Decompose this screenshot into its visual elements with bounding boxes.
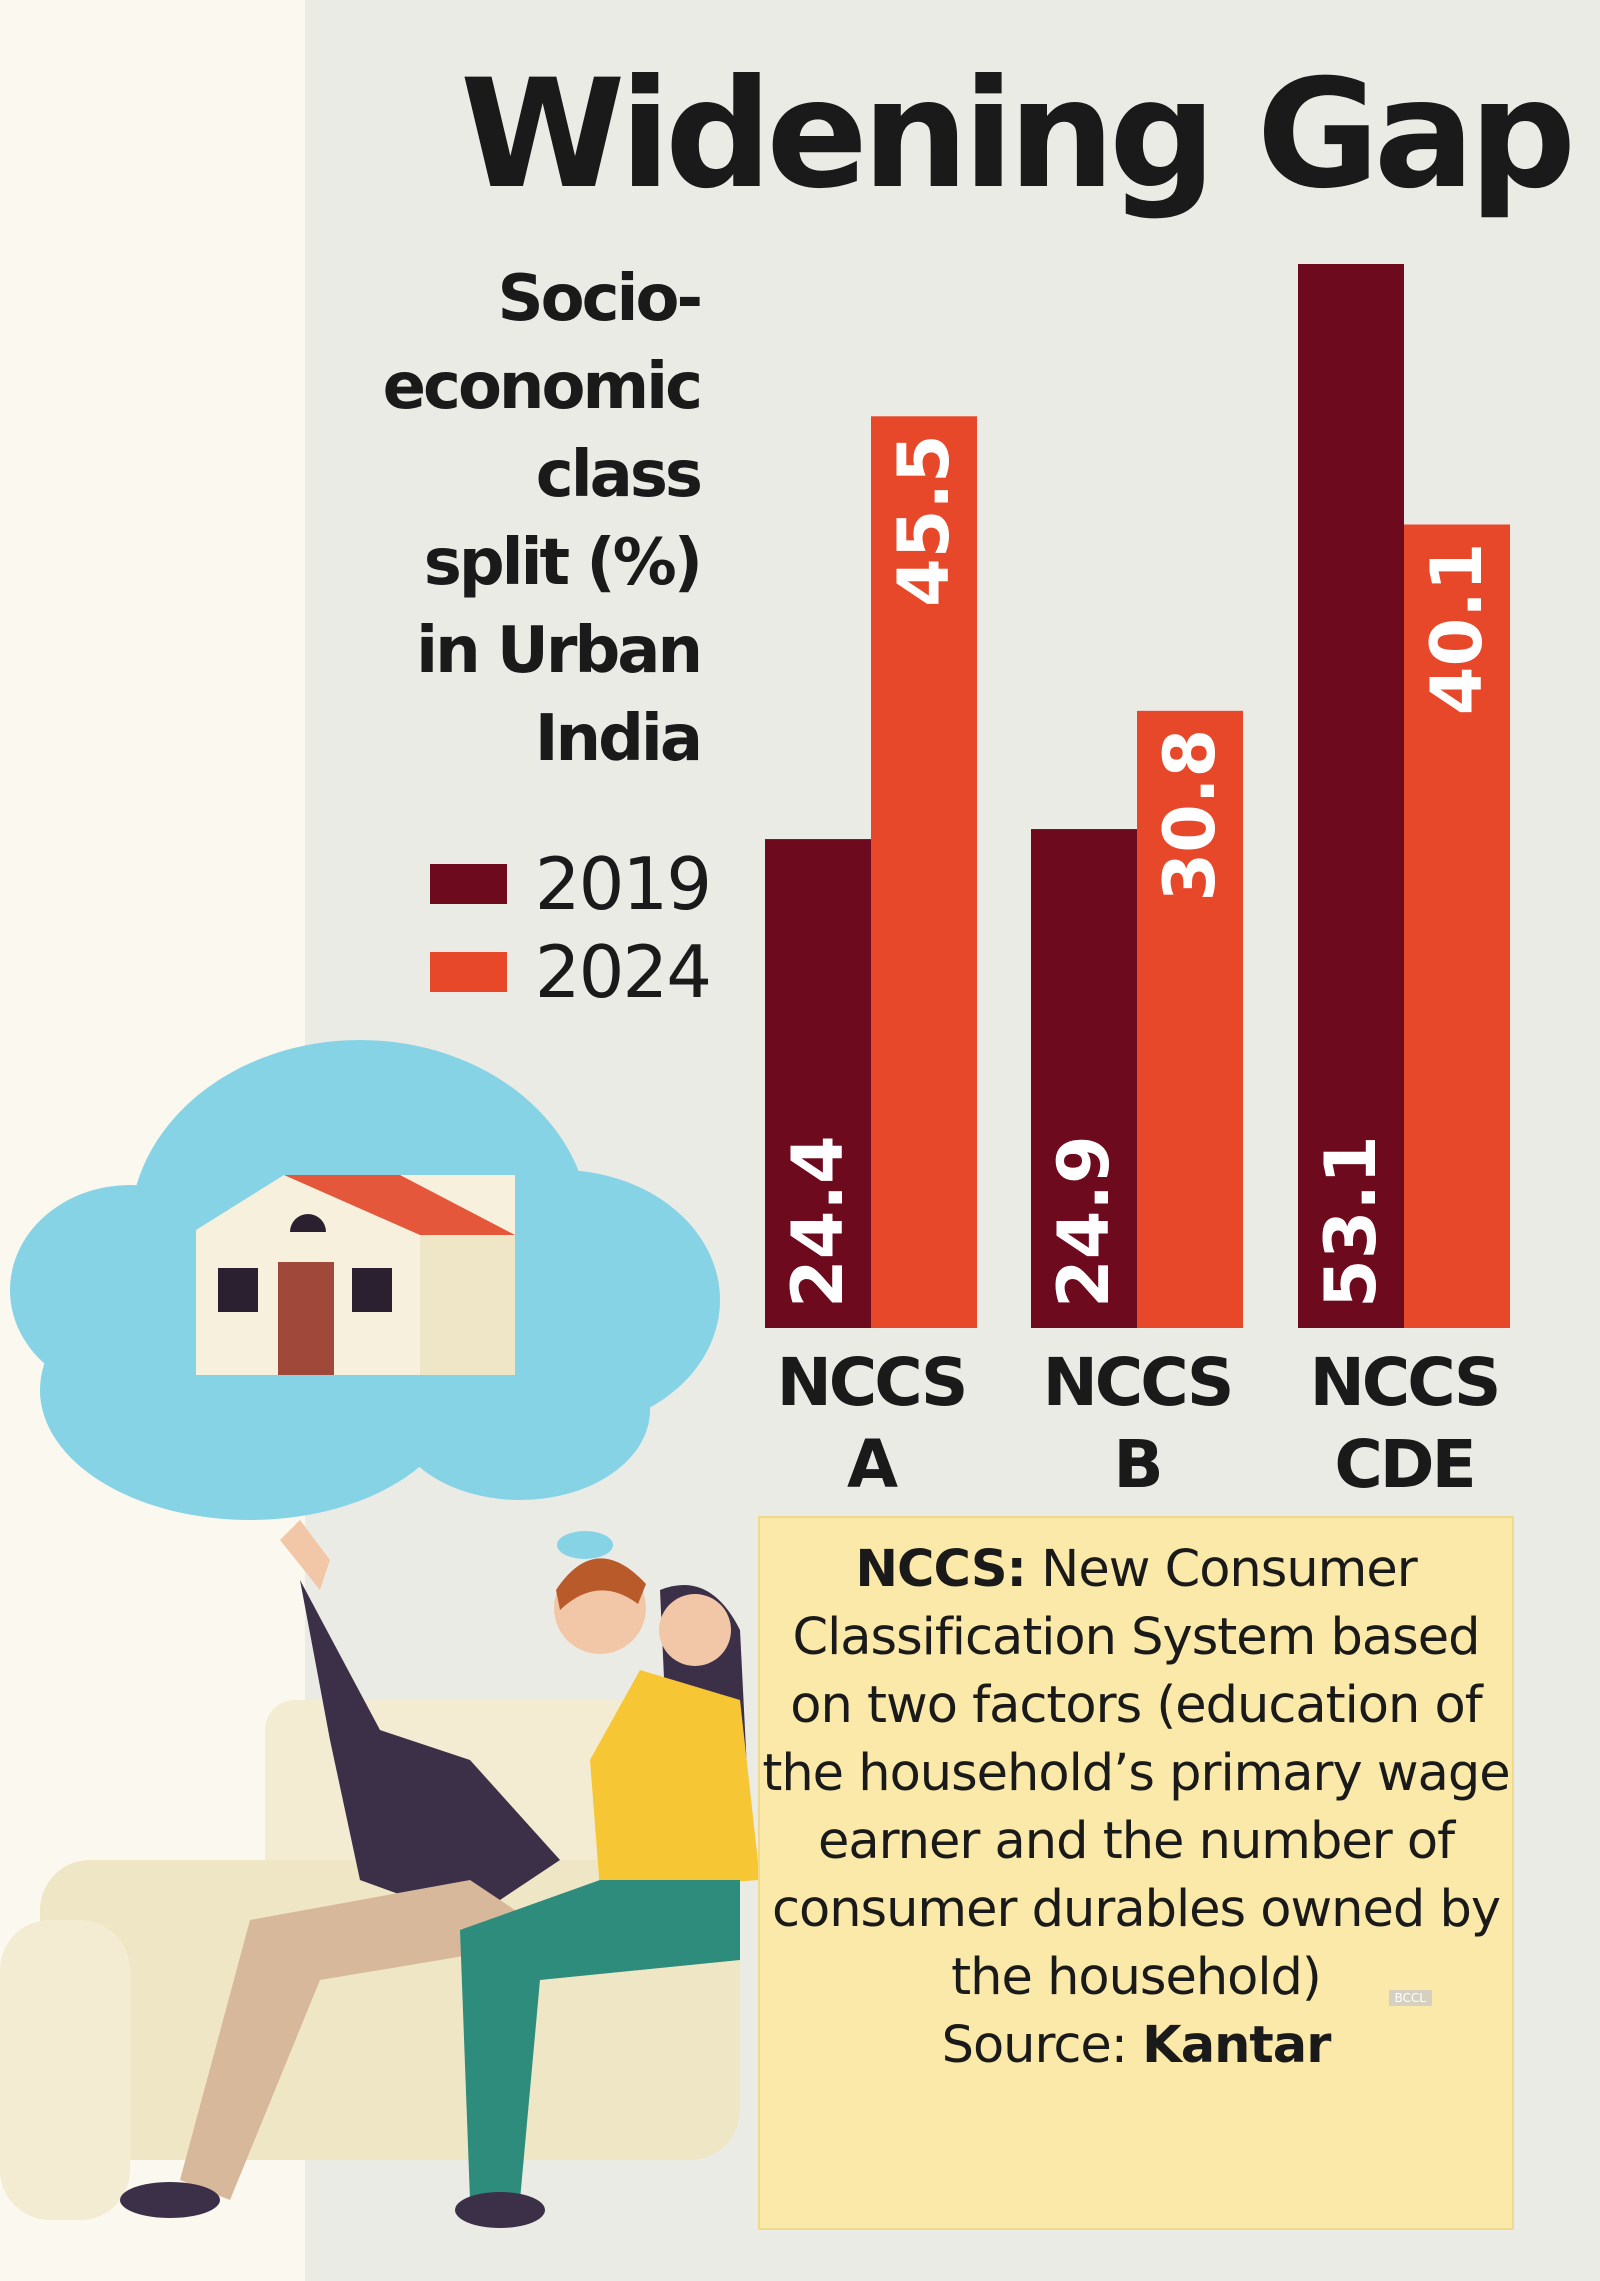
legend-swatch-2024: [430, 952, 507, 992]
note-term: NCCS:: [855, 1540, 1027, 1599]
thought-cloud-illustration: [10, 1040, 720, 1559]
legend-label-2024: 2024: [534, 930, 712, 1014]
data-label-nccs-cde-2019: 53.1: [1310, 1135, 1392, 1308]
bar-nccs-cde-2019: [1298, 264, 1404, 1328]
data-label-nccs-a-2024: 45.5: [883, 434, 965, 607]
couple-on-sofa-illustration: [0, 1520, 760, 2228]
note-definition: New Consumer Classification System based…: [762, 1540, 1510, 2007]
data-label-nccs-a-2019: 24.4: [777, 1135, 859, 1308]
legend-swatch-2019: [430, 864, 507, 904]
subtitle-line: India: [534, 702, 703, 776]
bar-nccs-b-2024: [1137, 710, 1243, 1328]
subtitle-line: Socio-: [497, 262, 703, 336]
bar-chart: 24.445.5NCCSA24.930.8NCCSB53.140.1NCCSCD…: [765, 264, 1510, 1503]
bar-nccs-b-2019: [1031, 829, 1137, 1328]
man-figure-icon: [120, 1520, 646, 2218]
legend-item-2019: 2019: [430, 840, 712, 928]
category-label-nccs-b: NCCS: [1043, 1344, 1232, 1421]
subtitle-line: class: [535, 438, 703, 512]
chart-legend: 2019 2024: [430, 840, 712, 1016]
legend-item-2024: 2024: [430, 928, 712, 1016]
woman-figure-icon: [455, 1585, 760, 2228]
house-icon: [196, 1175, 515, 1375]
bar-nccs-a-2019: [765, 839, 871, 1328]
category-label-nccs-a: A: [847, 1426, 898, 1503]
category-label-nccs-a: NCCS: [777, 1344, 966, 1421]
subtitle-line: economic: [382, 350, 703, 424]
category-label-nccs-cde: NCCS: [1310, 1344, 1499, 1421]
watermark-badge: BCCL: [1388, 1990, 1432, 2006]
note-source: Kantar: [1142, 2016, 1331, 2075]
bar-nccs-a-2024: [871, 416, 977, 1328]
bar-nccs-cde-2024: [1404, 524, 1510, 1328]
subtitle-line: split (%): [423, 526, 703, 600]
legend-label-2019: 2019: [534, 842, 712, 926]
data-label-nccs-b-2019: 24.9: [1043, 1135, 1125, 1308]
chart-title: Widening Gap: [460, 48, 1576, 222]
note-source-label: Source:: [941, 2016, 1143, 2075]
category-label-nccs-cde: CDE: [1334, 1426, 1473, 1503]
definition-note-box: NCCS: New Consumer Classification System…: [760, 1518, 1512, 2228]
data-label-nccs-cde-2024: 40.1: [1416, 542, 1498, 715]
chart-subtitle: Socio- economic class split (%) in Urban…: [340, 255, 703, 783]
data-label-nccs-b-2024: 30.8: [1149, 729, 1231, 902]
category-label-nccs-b: B: [1113, 1426, 1160, 1503]
subtitle-line: in Urban: [416, 614, 703, 688]
